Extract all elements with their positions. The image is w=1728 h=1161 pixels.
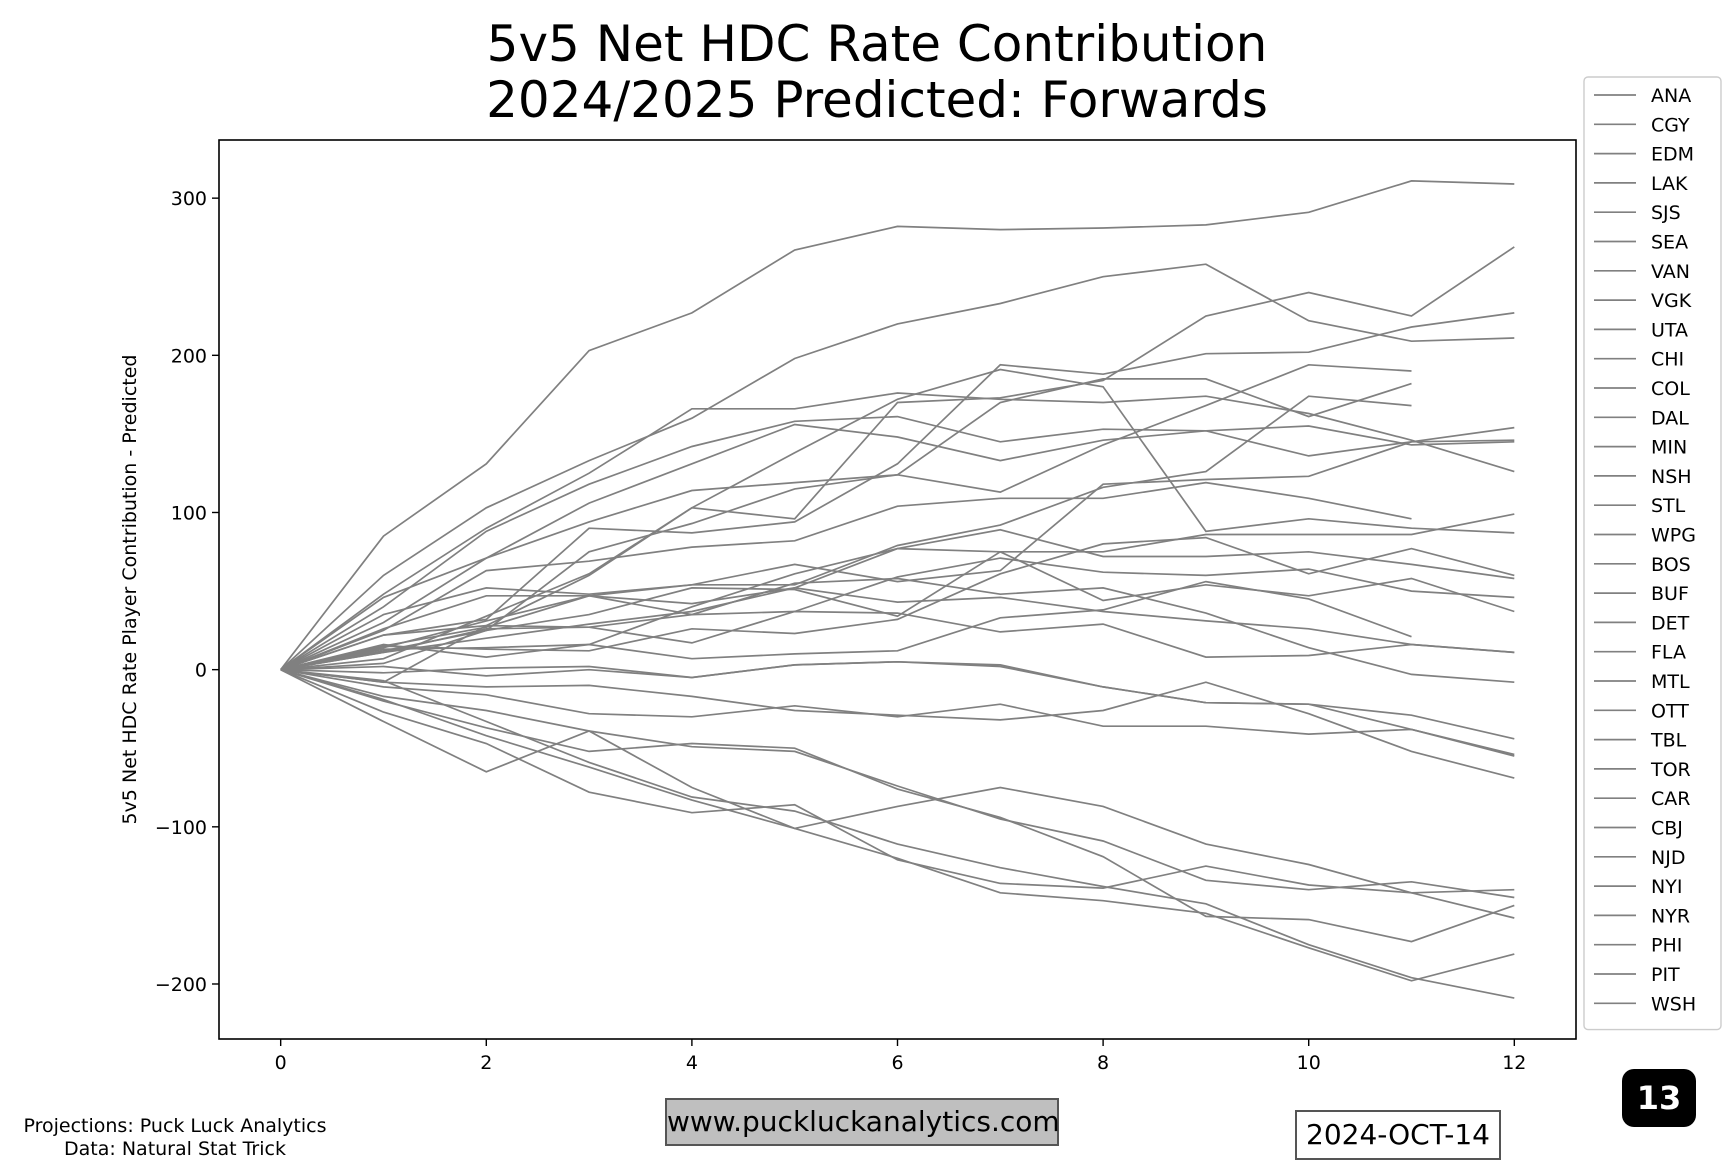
legend-entry-wsh: WSH — [1651, 993, 1696, 1015]
series-line-wpg — [280, 368, 1515, 671]
legend-entry-nyr: NYR — [1651, 905, 1690, 927]
series-lines — [280, 180, 1515, 999]
x-tick-label: 10 — [1297, 1052, 1321, 1074]
legend-entry-fla: FLA — [1651, 642, 1686, 664]
credits: Projections: Puck Luck Analytics Data: N… — [10, 1115, 340, 1161]
legend-entry-vgk: VGK — [1651, 290, 1692, 312]
legend-entry-phi: PHI — [1651, 935, 1682, 957]
legend-entry-bos: BOS — [1651, 554, 1691, 576]
legend-entry-dal: DAL — [1651, 407, 1689, 429]
legend-entry-nsh: NSH — [1651, 466, 1692, 488]
series-line-phi — [280, 668, 1515, 894]
legend-entry-car: CAR — [1651, 788, 1690, 810]
legend-entry-lak: LAK — [1651, 173, 1688, 195]
series-line-cbj — [280, 668, 1515, 757]
legend-entry-pit: PIT — [1651, 964, 1680, 986]
legend-entry-uta: UTA — [1651, 319, 1688, 341]
series-line-nsh — [280, 577, 1515, 684]
series-line-det — [280, 557, 1515, 671]
chart-title-line2: 2024/2025 Predicted: Forwards — [486, 71, 1268, 129]
legend-entry-van: VAN — [1651, 261, 1690, 283]
legend-entry-tbl: TBL — [1650, 730, 1687, 752]
legend: ANA CGY EDM LAK SJS SEA VAN VGK UTA CHI COL DAL MIN N… — [1583, 76, 1722, 1031]
legend-entry-nyi: NYI — [1651, 876, 1682, 898]
x-axis: 0 2 4 6 8 10 12 — [275, 1039, 1526, 1074]
website-url: www.puckluckanalytics.com — [665, 1098, 1060, 1146]
series-line-tbl — [280, 660, 1515, 740]
series-line-car — [280, 668, 1515, 779]
legend-entry-min: MIN — [1651, 437, 1687, 459]
series-line-col — [280, 378, 1412, 671]
series-line-stl — [280, 610, 1515, 671]
x-tick-label: 4 — [686, 1052, 698, 1074]
legend-entry-cgy: CGY — [1651, 114, 1690, 136]
legend-entry-edm: EDM — [1651, 144, 1694, 166]
legend-entry-buf: BUF — [1651, 583, 1689, 605]
y-tick-label: 200 — [171, 345, 207, 367]
legend-entry-njd: NJD — [1651, 847, 1685, 869]
y-tick-label: 300 — [171, 188, 207, 210]
y-tick-label: 0 — [195, 660, 207, 682]
x-tick-label: 8 — [1097, 1052, 1109, 1074]
legend-entry-mtl: MTL — [1651, 671, 1690, 693]
legend-entry-ott: OTT — [1651, 700, 1689, 722]
legend-entry-stl: STL — [1651, 495, 1686, 517]
series-line-cgy — [280, 263, 1515, 671]
series-line-ott — [280, 587, 1515, 671]
y-axis: −200 −100 0 100 200 300 — [155, 188, 219, 996]
series-line-wsh — [280, 668, 1515, 999]
series-line-van — [280, 481, 1412, 671]
legend-entry-tor: TOR — [1650, 759, 1691, 781]
y-tick-label: −200 — [155, 974, 207, 996]
series-line-nyr — [280, 668, 1515, 919]
series-line-mtl — [280, 580, 1412, 671]
series-line-pit — [280, 668, 1515, 943]
series-line-buf — [280, 536, 1515, 671]
chart-title-line1: 5v5 Net HDC Rate Contribution — [486, 15, 1268, 73]
series-line-nyi — [280, 668, 1515, 982]
date-stamp: 2024-OCT-14 — [1295, 1110, 1501, 1160]
legend-entry-col: COL — [1651, 378, 1690, 400]
series-line-uta — [280, 312, 1515, 671]
series-line-ana — [280, 180, 1515, 671]
series-line-vgk — [280, 439, 1515, 671]
series-line-sea — [280, 363, 1412, 671]
legend-entry-wpg: WPG — [1651, 525, 1696, 547]
series-line-edm — [280, 392, 1515, 671]
series-line-tor — [280, 660, 1515, 756]
x-tick-label: 2 — [480, 1052, 492, 1074]
plot-frame — [218, 139, 1577, 1040]
x-tick-label: 0 — [275, 1052, 287, 1074]
y-tick-label: −100 — [155, 817, 207, 839]
legend-entry-sea: SEA — [1651, 232, 1688, 254]
data-credit: Data: Natural Stat Trick — [64, 1138, 286, 1160]
series-line-bos — [280, 513, 1515, 671]
series-line-fla — [280, 547, 1515, 671]
x-tick-label: 12 — [1502, 1052, 1526, 1074]
legend-frame — [1583, 76, 1722, 1031]
legend-entry-cbj: CBJ — [1651, 818, 1683, 840]
legend-entry-chi: CHI — [1651, 349, 1684, 371]
series-line-chi — [280, 395, 1412, 671]
series-line-lak — [280, 415, 1515, 671]
legend-entry-sjs: SJS — [1651, 202, 1681, 224]
legend-entry-ana: ANA — [1651, 85, 1691, 107]
series-line-njd — [280, 668, 1515, 899]
y-axis-label: 5v5 Net HDC Rate Player Contribution - P… — [119, 355, 141, 825]
page-badge: 13 — [1622, 1069, 1696, 1127]
projections-credit: Projections: Puck Luck Analytics — [23, 1115, 327, 1137]
legend-entry-det: DET — [1651, 612, 1690, 634]
y-tick-label: 100 — [171, 502, 207, 524]
x-tick-label: 6 — [891, 1052, 903, 1074]
